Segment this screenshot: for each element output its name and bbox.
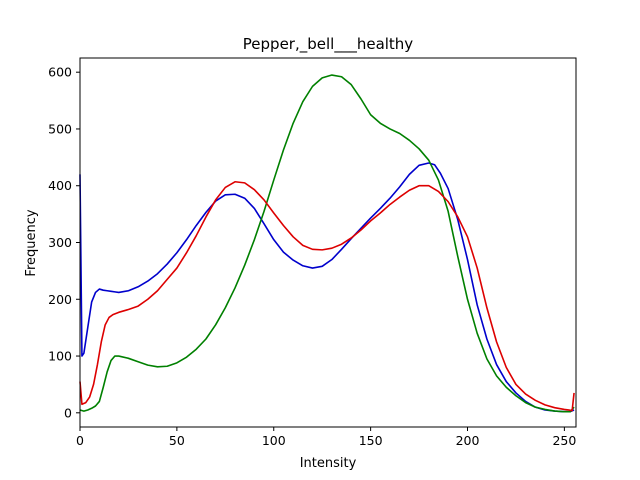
chart-title: Pepper,_bell___healthy bbox=[243, 35, 414, 54]
x-tick-label: 0 bbox=[76, 433, 84, 448]
plot-lines bbox=[79, 74, 575, 413]
y-axis-ticks: 0 100 200 300 400 500 600 bbox=[48, 65, 80, 420]
x-axis-ticks: 0 50 100 150 200 250 bbox=[76, 427, 576, 448]
series-line-1 bbox=[79, 74, 575, 413]
y-tick-label: 600 bbox=[48, 65, 72, 80]
x-tick-label: 200 bbox=[456, 433, 480, 448]
y-axis-label: Frequency bbox=[24, 209, 39, 276]
y-tick-label: 0 bbox=[64, 405, 72, 420]
y-tick-label: 300 bbox=[48, 235, 72, 250]
x-tick-label: 250 bbox=[552, 433, 576, 448]
x-tick-label: 150 bbox=[359, 433, 383, 448]
y-tick-label: 100 bbox=[48, 349, 72, 364]
plot-frame bbox=[79, 57, 577, 428]
y-tick-label: 200 bbox=[48, 292, 72, 307]
y-tick-label: 500 bbox=[48, 121, 72, 136]
x-tick-label: 50 bbox=[169, 433, 185, 448]
series-line-0 bbox=[79, 162, 575, 413]
x-axis-label: Intensity bbox=[300, 456, 357, 471]
series-line-2 bbox=[79, 180, 575, 412]
y-tick-label: 400 bbox=[48, 178, 72, 193]
x-tick-label: 100 bbox=[262, 433, 286, 448]
